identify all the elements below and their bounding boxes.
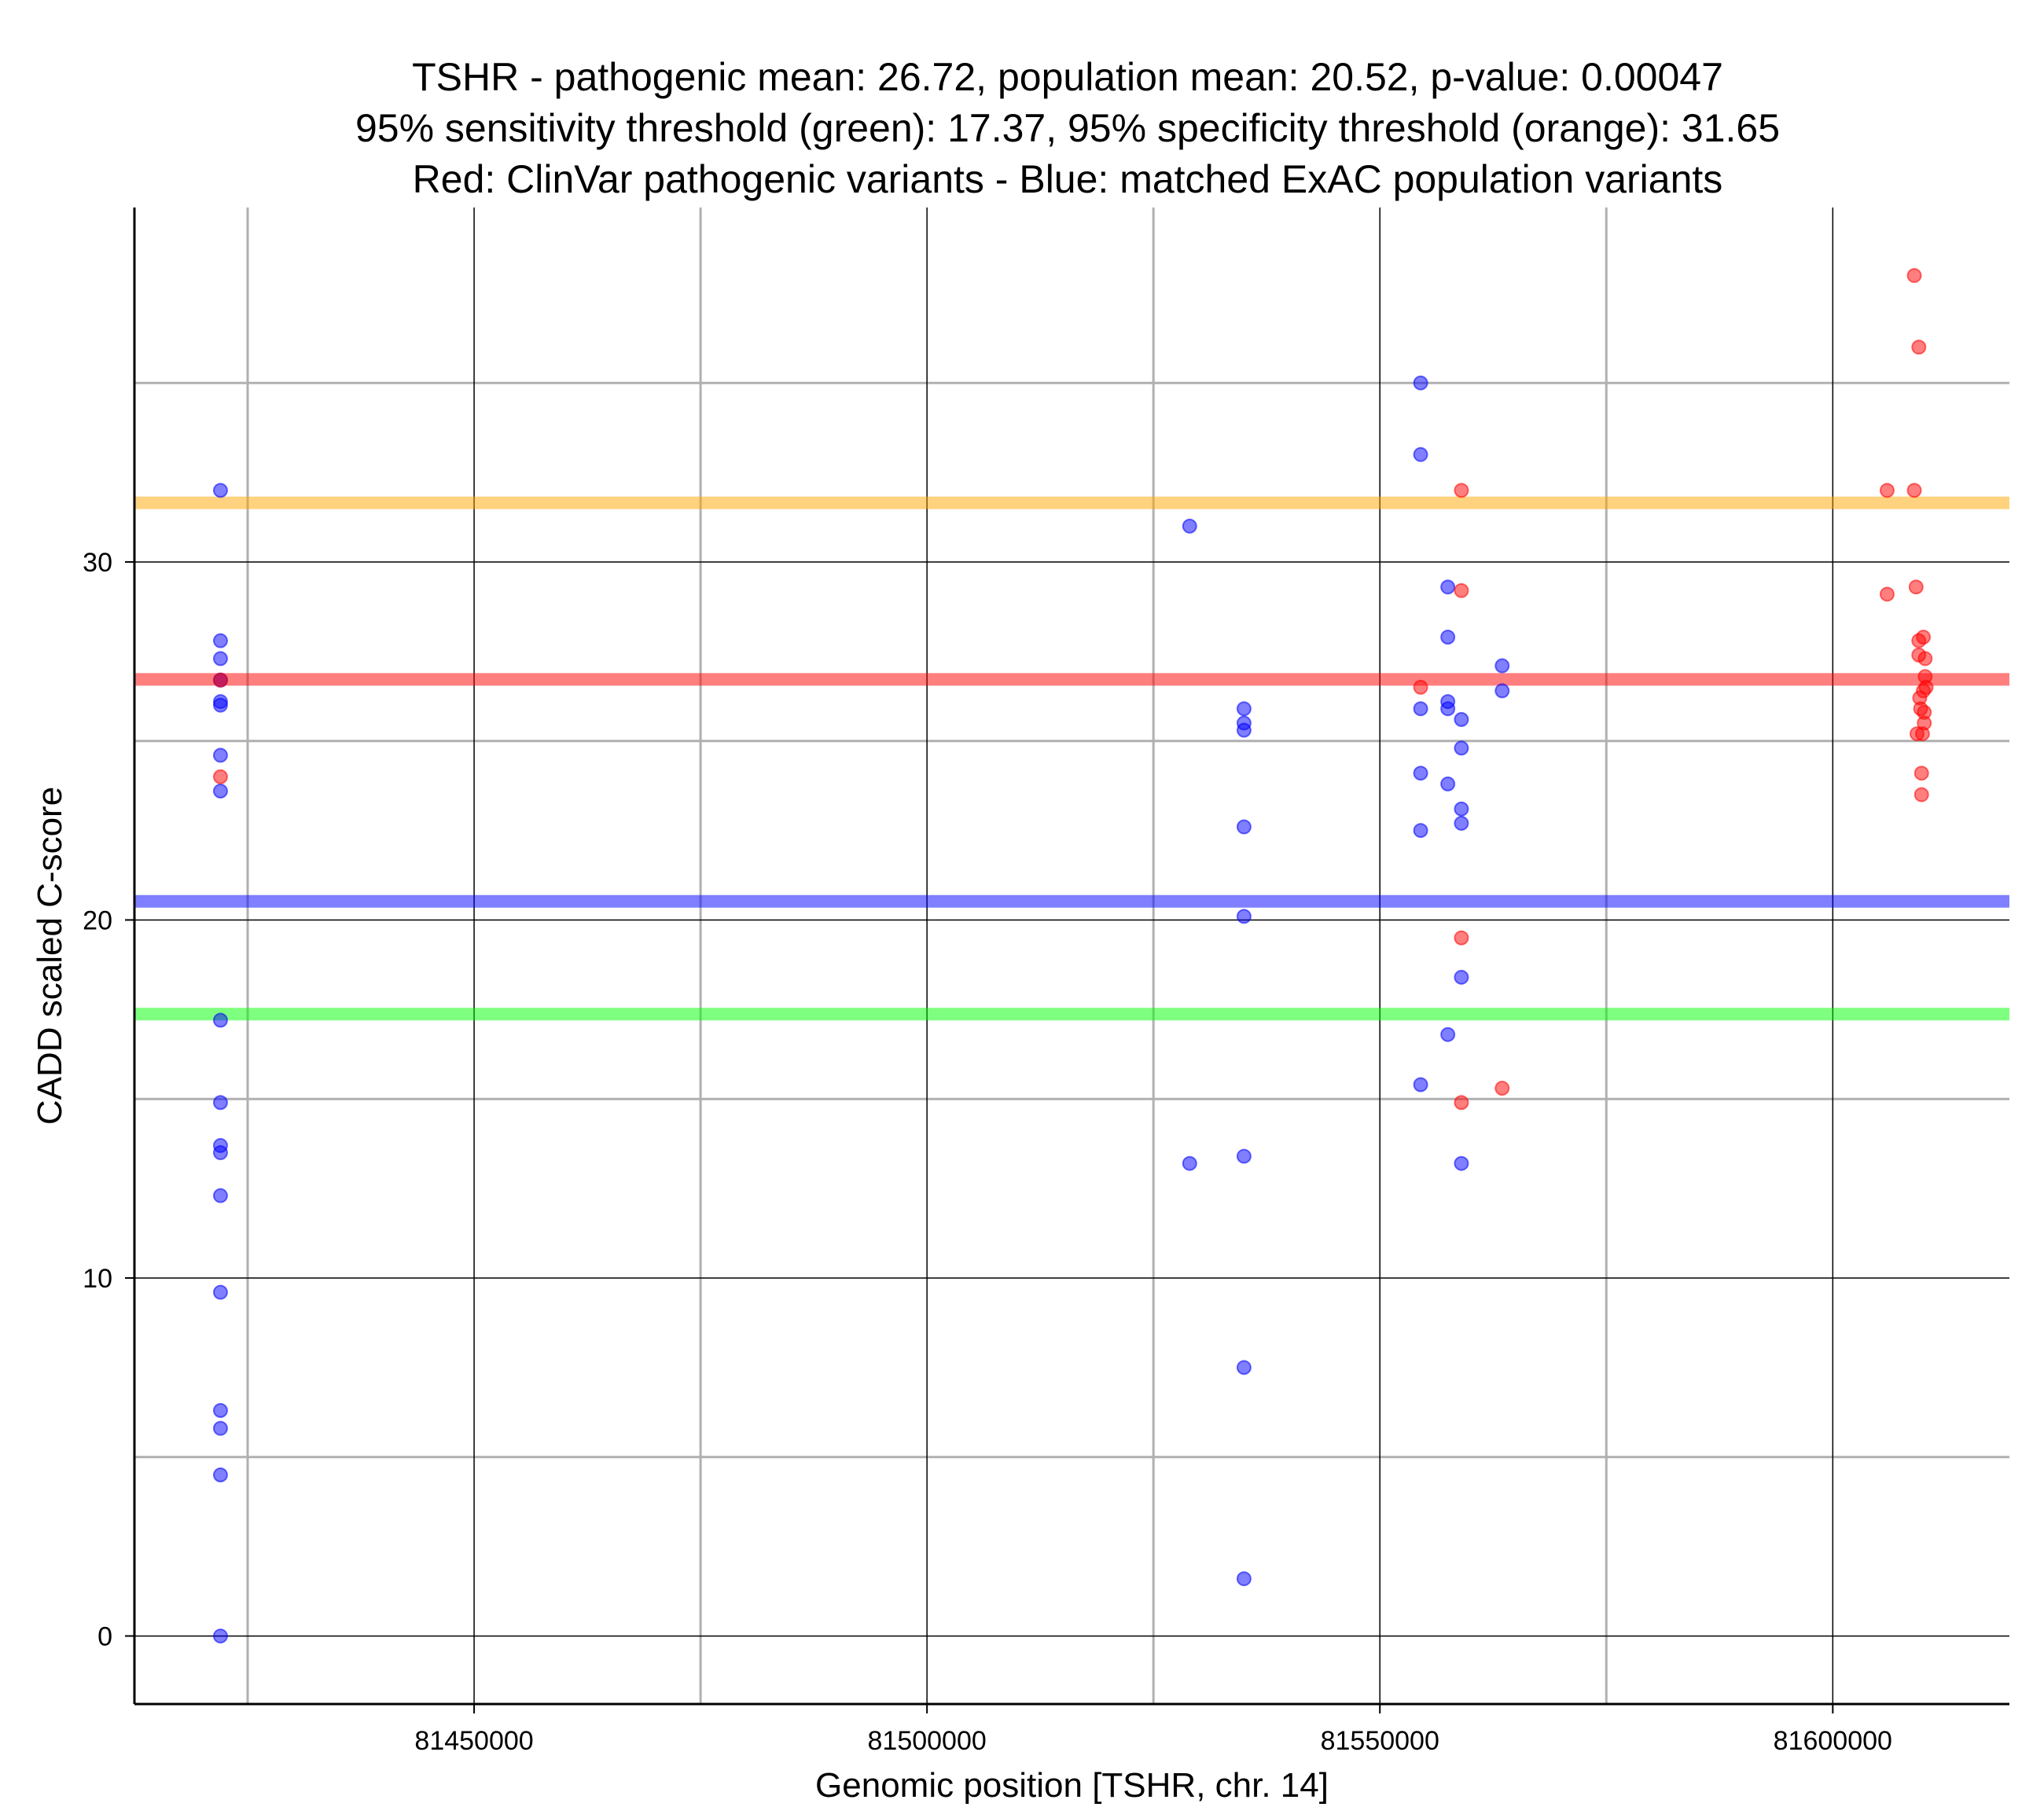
population-point (1454, 1155, 1469, 1171)
population-point (212, 697, 228, 713)
pathogenic-point (1879, 586, 1895, 602)
pathogenic-point (1913, 787, 1929, 802)
y-axis-ticks: 0 10 20 30 (83, 548, 134, 1651)
population-point (1440, 701, 1456, 717)
x-axis-label: Genomic position [TSHR, chr. 14] (815, 1766, 1329, 1805)
major-gridlines (134, 208, 2009, 1704)
population-point (212, 1467, 228, 1482)
population-point (1454, 815, 1469, 831)
chart-title: TSHR - pathogenic mean: 26.72, populatio… (355, 55, 1780, 201)
population-point (1182, 1155, 1197, 1171)
pathogenic-point (1908, 579, 1924, 595)
minor-gridlines (134, 208, 2009, 1704)
population-point (212, 651, 228, 667)
population-point (1440, 1027, 1456, 1042)
pathogenic-point (1917, 651, 1933, 667)
population-point (212, 1188, 228, 1203)
population-point (212, 633, 228, 648)
population-point (212, 1012, 228, 1028)
y-tick-label: 20 (83, 905, 112, 935)
pathogenic-point (1918, 679, 1934, 695)
pathogenic-point (1906, 268, 1922, 284)
x-tick-label: 81450000 (414, 1726, 533, 1756)
pathogenic-point (1917, 715, 1932, 731)
population-point (1236, 1360, 1252, 1375)
population-point (1494, 658, 1510, 674)
pathogenic-point (1454, 1095, 1469, 1111)
population-point (212, 747, 228, 763)
population-point (212, 783, 228, 799)
population-point (212, 1402, 228, 1418)
pathogenic-point (212, 672, 228, 688)
pathogenic-point (1906, 483, 1922, 498)
population-point (1413, 766, 1428, 781)
pathogenic-point (1916, 630, 1932, 645)
population-point (212, 1628, 228, 1644)
pathogenic-point (212, 769, 228, 784)
population-point (1454, 969, 1469, 985)
population-point (1454, 801, 1469, 817)
pathogenic-point (1413, 679, 1428, 695)
population-point (1454, 740, 1469, 756)
population-point (212, 1420, 228, 1436)
population-point (1236, 722, 1252, 738)
population-point (1236, 1571, 1252, 1587)
population-point (212, 483, 228, 498)
y-tick-label: 10 (83, 1264, 112, 1294)
population-point (212, 1095, 228, 1111)
y-tick-label: 30 (83, 548, 112, 578)
title-line-1: TSHR - pathogenic mean: 26.72, populatio… (412, 55, 1723, 99)
reference-lines (134, 496, 2009, 1021)
pathogenic-point (1913, 766, 1929, 781)
population-point (1440, 776, 1456, 791)
y-tick-label: 0 (97, 1622, 112, 1651)
title-line-3: Red: ClinVar pathogenic variants - Blue:… (413, 157, 1723, 201)
data-points (212, 268, 1934, 1644)
population-point (1413, 446, 1428, 462)
population-point (1413, 701, 1428, 717)
pathogenic-point (1454, 483, 1469, 498)
y-axis-label: CADD scaled C-score (31, 787, 69, 1125)
x-tick-label: 81500000 (868, 1726, 987, 1756)
title-line-2: 95% sensitivity threshold (green): 17.37… (355, 106, 1780, 150)
population-point (1236, 701, 1252, 717)
population-point (1413, 823, 1428, 839)
pathogenic-point (1454, 930, 1469, 946)
population-point (212, 1145, 228, 1161)
pathogenic-point (1454, 582, 1469, 598)
population-point (1182, 518, 1197, 534)
pathogenic-point (1879, 483, 1895, 498)
population-point (212, 1284, 228, 1300)
axes (133, 208, 2009, 1706)
x-axis-ticks: 81450000 81500000 81550000 81600000 (414, 1704, 1892, 1756)
population-point (1236, 819, 1252, 835)
population-point (1454, 711, 1469, 727)
population-point (1413, 1077, 1428, 1093)
x-tick-label: 81600000 (1774, 1726, 1892, 1756)
population-point (1236, 909, 1252, 924)
population-point (1440, 630, 1456, 645)
population-point (1413, 375, 1428, 391)
pathogenic-point (1911, 340, 1927, 355)
population-point (1494, 683, 1510, 699)
pathogenic-point (1494, 1081, 1510, 1096)
x-tick-label: 81550000 (1321, 1726, 1439, 1756)
population-point (1236, 1148, 1252, 1164)
population-point (1440, 579, 1456, 595)
